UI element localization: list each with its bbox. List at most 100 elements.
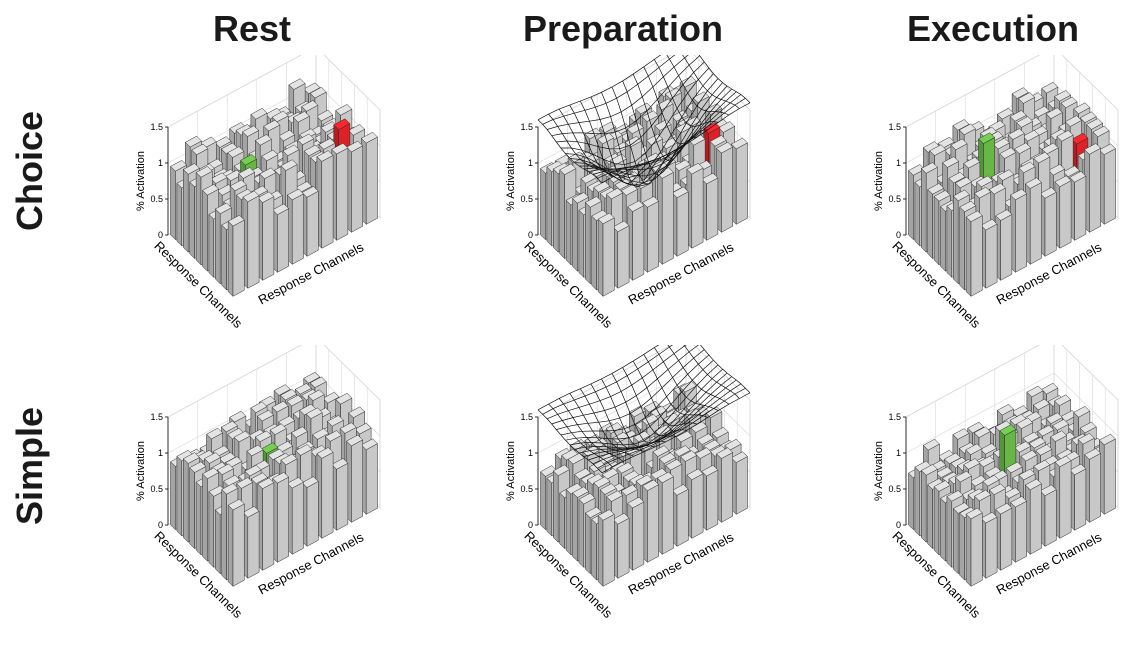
channel-bar xyxy=(702,465,718,530)
channel-bar xyxy=(243,191,259,288)
channel-bar xyxy=(273,472,289,562)
z-axis-label: % Activation xyxy=(873,151,885,211)
z-tick-label: 1 xyxy=(528,448,533,458)
channel-bar xyxy=(672,187,688,256)
z-axis: 0 0.5 1 1.5 % Activation xyxy=(505,412,538,530)
row-title-simple: Simple xyxy=(9,366,51,566)
z-tick-label: 1 xyxy=(528,158,533,168)
channel-bar xyxy=(1040,485,1056,547)
channel-bar xyxy=(657,472,673,554)
channel-bar xyxy=(273,204,289,272)
channel-bar xyxy=(687,469,703,538)
channel-bar xyxy=(302,477,318,547)
channel-bar xyxy=(287,189,303,264)
channel-bar xyxy=(1085,143,1101,232)
channel-bar xyxy=(1011,189,1027,272)
channel-bar xyxy=(1070,464,1086,530)
channel-bar xyxy=(258,478,274,570)
channel-bar xyxy=(1025,178,1041,265)
z-axis: 0 0.5 1 1.5 % Activation xyxy=(873,412,906,530)
channel-bar xyxy=(628,497,644,570)
channel-bar xyxy=(1099,144,1115,225)
z-axis-label: % Activation xyxy=(135,151,147,211)
channel-bar xyxy=(613,513,629,578)
channel-bar xyxy=(1055,456,1071,538)
channel-bar xyxy=(702,173,718,240)
channel-bar xyxy=(996,503,1012,570)
channel-bar xyxy=(347,141,363,232)
channel-bar xyxy=(687,163,703,248)
channel-bar xyxy=(332,143,348,240)
channel-bar xyxy=(228,215,244,296)
channel-bar xyxy=(657,168,673,265)
channel-bar xyxy=(717,448,733,523)
channel-bar xyxy=(1085,449,1101,523)
z-axis: 0 0.5 1 1.5 % Activation xyxy=(873,122,906,240)
channel-bar xyxy=(643,196,659,272)
z-tick-label: 1.5 xyxy=(888,412,901,422)
channel-bar xyxy=(347,435,363,522)
z-tick-label: 1 xyxy=(896,158,901,168)
z-tick-label: 1.5 xyxy=(520,122,533,132)
z-tick-label: 0.5 xyxy=(888,484,901,494)
z-tick-label: 1 xyxy=(158,158,163,168)
panel-choice-execution: 0 0.5 1 1.5% Activation Response Channels Res… xyxy=(798,55,1128,355)
channel-bar xyxy=(243,506,259,578)
channel-bar xyxy=(731,452,747,515)
panel-choice-rest: 0 0.5 1 1.5% Activation Response Channels Res… xyxy=(60,55,390,355)
z-tick-label: 0.5 xyxy=(150,194,163,204)
channel-bar xyxy=(731,138,747,224)
channel-bar xyxy=(643,480,659,563)
column-title-execution: Execution xyxy=(843,8,1131,50)
column-title-rest: Rest xyxy=(102,8,402,50)
z-axis-label: % Activation xyxy=(873,441,885,501)
channel-bar xyxy=(598,213,614,296)
channel-bar xyxy=(317,151,333,249)
channel-bar xyxy=(361,132,377,224)
channel-bar xyxy=(966,508,982,586)
channel-bar xyxy=(258,192,274,280)
z-tick-label: 0.5 xyxy=(520,484,533,494)
z-tick-label: 1.5 xyxy=(150,412,163,422)
channel-bar xyxy=(228,499,244,586)
channel-bar xyxy=(966,211,982,296)
channel-bar xyxy=(628,201,644,281)
panel-simple-execution: 0 0.5 1 1.5% Activation Response Channels Res… xyxy=(798,345,1128,645)
z-axis-label: % Activation xyxy=(135,441,147,501)
column-title-preparation: Preparation xyxy=(473,8,773,50)
channel-bar xyxy=(1025,479,1041,554)
channel-bar xyxy=(287,477,303,554)
z-tick-label: 0.5 xyxy=(520,194,533,204)
channel-bar xyxy=(996,210,1012,281)
channel-bar xyxy=(1099,434,1115,514)
channel-bar xyxy=(981,219,997,288)
channel-bar xyxy=(613,221,629,288)
panel-simple-rest: 0 0.5 1 1.5% Activation Response Channels Res… xyxy=(60,345,390,645)
z-tick-label: 1.5 xyxy=(888,122,901,132)
z-axis-label: % Activation xyxy=(505,441,517,501)
z-tick-label: 0.5 xyxy=(888,194,901,204)
panel-choice-preparation: 0 0.5 1 1.5% Activation Response Channels Res… xyxy=(430,55,760,355)
row-title-choice: Choice xyxy=(9,71,51,271)
channel-bar xyxy=(332,458,348,530)
z-tick-label: 0.5 xyxy=(150,484,163,494)
channel-bar xyxy=(1011,496,1027,562)
channel-bar xyxy=(598,510,614,587)
z-tick-label: 1.5 xyxy=(520,412,533,422)
channel-bar xyxy=(1055,176,1071,249)
z-axis: 0 0.5 1 1.5 % Activation xyxy=(135,412,168,530)
channel-bar xyxy=(361,439,377,515)
channel-bar xyxy=(1040,187,1056,256)
z-tick-label: 1 xyxy=(896,448,901,458)
channel-bar xyxy=(717,142,733,232)
z-tick-label: 1.5 xyxy=(150,122,163,132)
z-tick-label: 1 xyxy=(158,448,163,458)
z-axis: 0 0.5 1 1.5 % Activation xyxy=(135,122,168,240)
channel-bar xyxy=(302,186,318,256)
